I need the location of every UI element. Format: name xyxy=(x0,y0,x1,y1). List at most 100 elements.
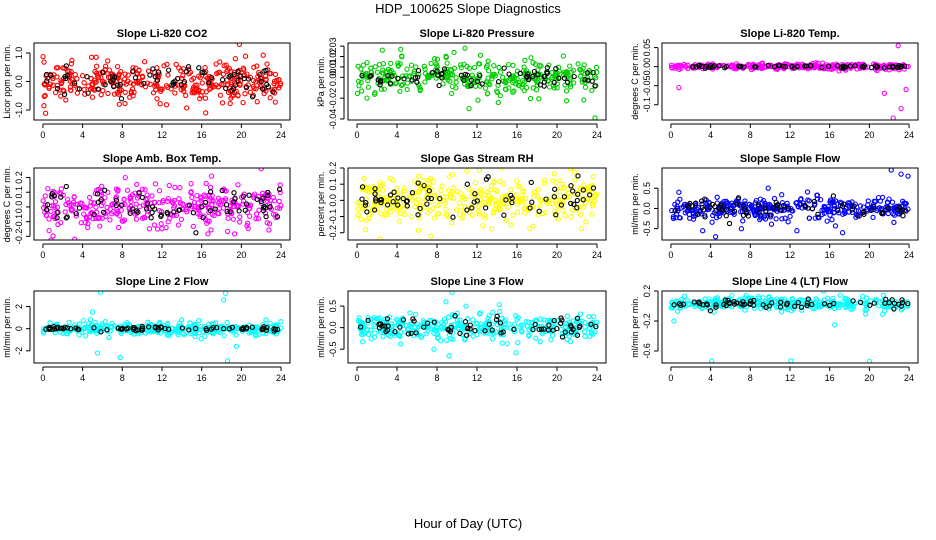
data-point xyxy=(587,192,593,198)
data-point xyxy=(543,196,549,202)
data-point xyxy=(231,71,237,78)
data-point xyxy=(680,301,687,307)
x-tick-label: 12 xyxy=(472,250,482,260)
data-point xyxy=(404,66,410,72)
data-point xyxy=(373,196,379,202)
data-point xyxy=(553,212,559,218)
data-point xyxy=(147,72,153,78)
point-layer xyxy=(40,291,284,363)
panel-sampleflow: Slope Sample Flow ml/min per min. 0 4 8 12 16 2… xyxy=(630,153,919,260)
data-point xyxy=(379,47,385,53)
data-point xyxy=(535,211,541,218)
data-point xyxy=(871,300,877,306)
data-point xyxy=(500,201,507,207)
data-point xyxy=(40,53,46,60)
data-point xyxy=(172,78,178,84)
data-point xyxy=(426,188,432,194)
point-layer xyxy=(40,43,284,116)
data-point xyxy=(822,204,828,211)
x-tick-label: 20 xyxy=(552,130,562,140)
data-point xyxy=(87,203,94,209)
data-point xyxy=(355,206,361,212)
data-point xyxy=(413,64,419,70)
data-point xyxy=(589,87,595,94)
data-point xyxy=(726,220,733,227)
data-point xyxy=(152,324,159,330)
data-point xyxy=(427,207,433,214)
data-point xyxy=(716,213,722,219)
data-point xyxy=(243,84,250,91)
data-point xyxy=(113,202,120,209)
data-point xyxy=(380,187,386,193)
data-point xyxy=(102,319,108,325)
data-point xyxy=(384,316,391,322)
data-point xyxy=(503,217,509,224)
data-point xyxy=(445,314,452,320)
data-point xyxy=(71,80,78,86)
data-point xyxy=(891,212,898,218)
data-point xyxy=(190,210,197,216)
data-point xyxy=(268,206,274,212)
x-tick-label: 12 xyxy=(785,373,795,383)
data-point xyxy=(412,75,419,81)
data-point xyxy=(105,58,111,64)
data-point xyxy=(898,171,904,177)
data-point xyxy=(441,66,448,72)
data-point xyxy=(411,70,417,76)
data-point xyxy=(422,79,428,85)
data-point xyxy=(462,45,468,51)
y-tick-label: 2 xyxy=(14,304,24,309)
data-point xyxy=(144,206,150,212)
data-point xyxy=(541,177,548,183)
data-point xyxy=(449,291,455,295)
y-axis-label: degrees C per min. xyxy=(630,43,640,120)
x-tick-label: 12 xyxy=(472,373,482,383)
data-point xyxy=(146,324,152,330)
data-point xyxy=(198,195,204,201)
data-point xyxy=(489,327,495,333)
data-point xyxy=(560,185,567,191)
data-point xyxy=(434,202,441,209)
data-point xyxy=(64,325,71,331)
y-tick-label: -0.5 xyxy=(642,221,652,237)
data-point xyxy=(86,194,93,201)
x-tick-label: 16 xyxy=(825,130,835,140)
panel-pressure: Slope Li-820 Pressure kPa per min. 0 4 8 12 16… xyxy=(316,28,607,140)
data-point xyxy=(397,61,403,67)
data-point xyxy=(242,91,248,97)
data-point xyxy=(702,63,709,69)
x-tick-label: 24 xyxy=(904,250,914,260)
data-point xyxy=(590,185,597,191)
data-point xyxy=(208,74,215,81)
data-point xyxy=(841,207,848,214)
data-point xyxy=(122,71,128,77)
data-point xyxy=(551,85,557,91)
data-point xyxy=(549,332,556,339)
data-point xyxy=(685,298,691,304)
data-point xyxy=(226,326,233,332)
data-point xyxy=(240,198,247,204)
data-point xyxy=(581,182,587,188)
data-point xyxy=(528,179,534,186)
data-point xyxy=(181,88,187,94)
data-point xyxy=(474,198,480,204)
y-axis-label: percent per min. xyxy=(316,171,326,236)
data-point xyxy=(804,189,811,195)
plot-frame xyxy=(347,290,607,364)
data-point xyxy=(271,328,277,334)
y-tick-label: -0.05 xyxy=(642,75,652,96)
data-point xyxy=(205,80,212,86)
data-point xyxy=(233,343,240,350)
data-point xyxy=(177,184,183,191)
data-point xyxy=(40,198,46,204)
data-point xyxy=(527,225,533,232)
data-point xyxy=(523,195,529,201)
data-point xyxy=(738,226,745,232)
y-tick-label: 0.5 xyxy=(642,182,652,195)
data-point xyxy=(505,61,512,68)
data-point xyxy=(477,72,483,79)
data-point xyxy=(723,63,729,70)
x-tick-label: 8 xyxy=(120,373,125,383)
data-point xyxy=(707,308,714,314)
data-point xyxy=(99,183,105,189)
